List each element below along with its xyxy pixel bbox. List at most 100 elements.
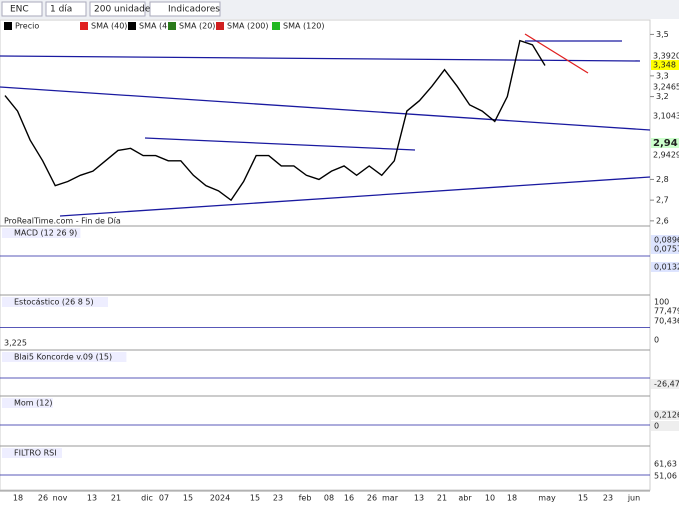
period[interactable]: 1 día — [50, 5, 72, 15]
x-tick-label: 13 — [87, 494, 97, 503]
panel-left-label: 3,225 — [4, 339, 27, 348]
trendline — [0, 86, 651, 131]
axis-marker — [651, 244, 679, 254]
legend-swatch — [80, 22, 88, 30]
price-marker-label: 2,94 — [653, 138, 678, 149]
panel-title: MACD (12 26 9) — [14, 229, 77, 238]
axis-marker — [651, 316, 679, 326]
x-tick-label: 23 — [603, 494, 613, 503]
symbol[interactable]: ENC — [10, 5, 29, 15]
x-tick-label: 08 — [324, 494, 334, 503]
axis-label: 61,63 — [654, 460, 677, 469]
legend-swatch — [168, 22, 176, 30]
x-tick-label: 18 — [13, 494, 23, 503]
axis-label: 51,06 — [654, 472, 677, 481]
trendline — [59, 176, 651, 217]
x-tick-label: jun — [627, 494, 640, 503]
price-marker-label: 3,348 — [653, 61, 676, 70]
axis-label: 70,436 — [654, 317, 679, 326]
trendline — [0, 55, 641, 62]
x-tick-label: nov — [53, 494, 68, 503]
panel-title-box — [2, 352, 127, 362]
y-tick-label: 2,7 — [656, 196, 669, 205]
x-tick-label: 21 — [437, 494, 447, 503]
x-tick-label: 15 — [250, 494, 260, 503]
axis-marker — [651, 297, 679, 307]
price-marker — [651, 60, 679, 70]
legend-entry: SMA (40) — [91, 22, 127, 31]
x-tick-label: 26 — [38, 494, 48, 503]
panel-title-box — [2, 297, 108, 307]
y-tick-label: 3,5 — [656, 30, 669, 39]
source: ProRealTime.com - Fin de Día — [4, 217, 121, 226]
axis-label: 0 — [654, 336, 659, 345]
x-tick-label: mar — [382, 494, 399, 503]
axis-marker — [651, 410, 679, 420]
axis-label: 100 — [654, 298, 669, 307]
x-tick-label: may — [538, 494, 556, 503]
legend-swatch — [216, 22, 224, 30]
price-marker-label: 3,3920 — [653, 52, 679, 61]
x-tick-label: 07 — [159, 494, 169, 503]
axis-marker — [651, 421, 679, 431]
axis-label: 0,2126 — [654, 411, 679, 420]
panel-title-box — [2, 228, 81, 238]
price-marker — [651, 138, 679, 148]
x-tick-label: dic — [141, 494, 153, 503]
legend-swatch — [4, 22, 12, 30]
chart-area — [0, 19, 651, 491]
indicators-box[interactable] — [149, 1, 221, 17]
period-box[interactable] — [45, 1, 87, 17]
price-marker — [651, 150, 679, 160]
axis-marker — [651, 459, 679, 469]
panel-title: Mom (12) — [14, 399, 53, 408]
legend-entry: Precio — [15, 22, 39, 31]
axis-marker — [651, 306, 679, 316]
panel-title-box — [2, 398, 53, 408]
axis-label: 0,0132 — [654, 263, 679, 272]
indicators[interactable]: Indicadores — [168, 5, 220, 15]
y-tick-label: 3,3 — [656, 71, 669, 80]
legend-swatch — [128, 22, 136, 30]
x-tick-label: 10 — [485, 494, 495, 503]
price-marker — [651, 51, 679, 61]
price-line — [4, 39, 546, 202]
x-tick-label: 26 — [367, 494, 377, 503]
price-marker-label: 3,1043 — [653, 112, 679, 121]
axis-label: 0,0757 — [654, 245, 679, 254]
symbol-box[interactable] — [1, 1, 43, 17]
axis-label: -26,47 — [654, 380, 679, 389]
x-tick-label: 23 — [273, 494, 283, 503]
legend-entry: SMA (120) — [283, 22, 325, 31]
x-tick-label: 13 — [414, 494, 424, 503]
x-tick-label: 21 — [111, 494, 121, 503]
axis-marker — [651, 471, 679, 481]
x-tick-label: 15 — [183, 494, 193, 503]
panel-title: Estocástico (26 8 5) — [14, 298, 94, 307]
x-tick-label: 15 — [578, 494, 588, 503]
y-tick-label: 3,2 — [656, 92, 669, 101]
x-tick-label: 18 — [507, 494, 517, 503]
axis-marker — [651, 335, 679, 345]
axis-marker — [651, 235, 679, 245]
panel-title: Blai5 Koncorde v.09 (15) — [14, 353, 112, 362]
legend-entry: SMA (200) — [227, 22, 269, 31]
units[interactable]: 200 unidades — [94, 5, 155, 15]
x-tick-label: abr — [458, 494, 472, 503]
price-marker — [651, 82, 679, 92]
axis-label: 77,479 — [654, 307, 679, 316]
y-tick-label: 2,6 — [656, 216, 669, 225]
price-marker-label: 3,2465 — [653, 83, 679, 92]
legend-entry: SMA (20) — [179, 22, 215, 31]
panel-title: FILTRO RSI — [14, 449, 57, 458]
y-tick-label: 2,8 — [656, 175, 669, 184]
legend-swatch — [272, 22, 280, 30]
price-marker-label: 2,9429 — [653, 151, 679, 160]
panel-title-box — [2, 448, 62, 458]
x-tick-label: 2024 — [210, 494, 230, 503]
units-box[interactable] — [89, 1, 146, 17]
legend-entry: SMA (4) — [139, 22, 170, 31]
axis-marker — [651, 379, 679, 389]
x-tick-label: 16 — [344, 494, 354, 503]
